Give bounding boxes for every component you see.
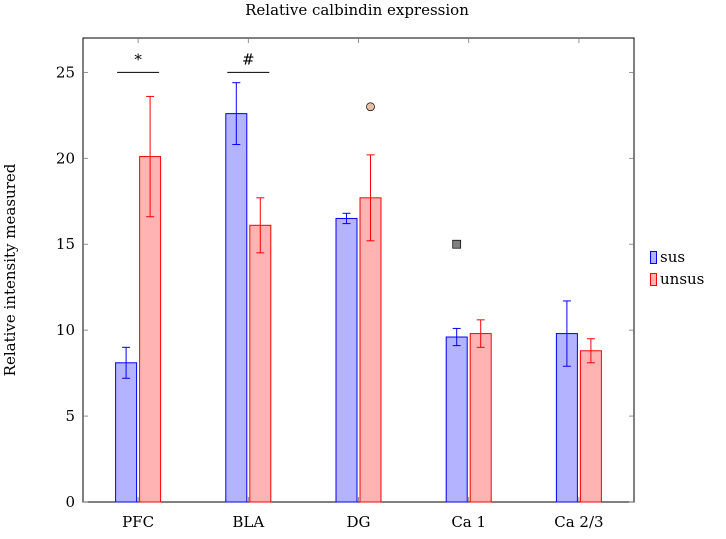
bar-sus-bla bbox=[225, 113, 248, 503]
outlier-square-ca-1 bbox=[452, 239, 462, 249]
legend-item-unsus: unsus bbox=[650, 268, 704, 290]
x-tick-label-dg: DG bbox=[346, 513, 370, 531]
bar-sus-ca-1 bbox=[445, 336, 468, 503]
x-tick-label-ca-1: Ca 1 bbox=[451, 513, 486, 531]
legend-label-unsus: unsus bbox=[660, 270, 705, 288]
significance-symbol-pfc: * bbox=[134, 50, 142, 68]
legend-item-sus: sus bbox=[650, 246, 704, 268]
x-tick-label-ca-2-3: Ca 2/3 bbox=[554, 513, 603, 531]
y-tick-label: 0 bbox=[65, 493, 75, 511]
bar-unsus-ca-1 bbox=[469, 333, 492, 503]
legend-swatch-unsus bbox=[650, 272, 657, 286]
y-tick-label: 5 bbox=[65, 407, 75, 425]
y-tick-label: 25 bbox=[56, 63, 75, 81]
bar-unsus-dg bbox=[359, 197, 382, 503]
legend: sus unsus bbox=[650, 246, 704, 290]
plot-frame bbox=[82, 37, 635, 503]
bar-sus-pfc bbox=[115, 362, 138, 503]
bar-unsus-bla bbox=[249, 224, 272, 503]
x-tick-label-pfc: PFC bbox=[122, 513, 154, 531]
chart-title: Relative calbindin expression bbox=[245, 1, 469, 19]
y-tick-label: 20 bbox=[56, 149, 75, 167]
y-axis-label: Relative intensity measured bbox=[1, 163, 19, 376]
legend-swatch-sus bbox=[650, 250, 657, 264]
significance-symbol-bla: # bbox=[242, 50, 255, 68]
bar-sus-dg bbox=[335, 217, 358, 503]
legend-label-sus: sus bbox=[660, 248, 686, 266]
bar-unsus-ca-2-3 bbox=[579, 350, 602, 503]
outlier-circle-dg bbox=[366, 102, 375, 112]
y-tick-label: 10 bbox=[56, 321, 75, 339]
x-tick-label-bla: BLA bbox=[232, 513, 264, 531]
y-tick-label: 15 bbox=[56, 235, 75, 253]
